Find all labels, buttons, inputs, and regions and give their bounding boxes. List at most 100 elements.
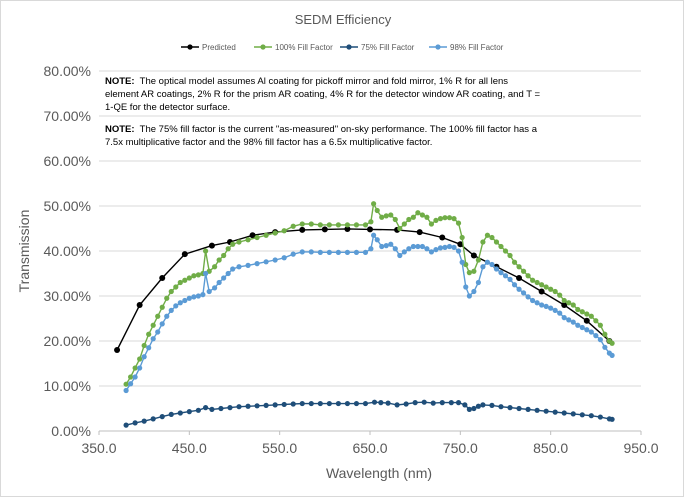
data-point	[570, 319, 576, 325]
y-tick-label: 40.00%	[44, 243, 91, 259]
data-point	[575, 306, 581, 313]
data-point	[609, 352, 615, 358]
data-point	[416, 229, 423, 236]
data-point	[543, 284, 549, 290]
data-point	[374, 207, 380, 214]
data-point	[430, 400, 436, 406]
data-point	[442, 244, 448, 250]
data-point	[136, 302, 143, 308]
data-point	[459, 259, 465, 265]
x-tick-labels: 350.0 450.0 550.0 650.0 750.0 850.0 950.0	[81, 440, 658, 456]
data-point	[308, 221, 314, 227]
notes-annotation: NOTE: The optical model assumes Al coati…	[105, 75, 543, 158]
data-point	[321, 226, 328, 233]
data-point	[212, 264, 218, 270]
data-point	[344, 225, 351, 232]
data-point	[410, 214, 416, 220]
data-point	[493, 266, 500, 272]
data-point	[186, 275, 192, 281]
data-point	[123, 381, 129, 387]
data-point	[245, 237, 251, 243]
data-point	[344, 222, 351, 228]
data-point	[507, 252, 513, 259]
data-point	[141, 342, 147, 349]
data-point	[419, 243, 425, 250]
data-point	[561, 297, 567, 304]
data-point	[128, 374, 134, 380]
data-point	[525, 294, 531, 300]
y-tick-label: 0.00%	[51, 423, 91, 439]
data-point	[317, 400, 323, 407]
data-point	[388, 241, 394, 247]
data-point	[317, 222, 323, 228]
data-point	[335, 222, 341, 228]
data-point	[455, 248, 462, 254]
data-point	[290, 251, 296, 257]
legend-label: 75% Fill Factor	[361, 43, 415, 52]
data-point	[212, 285, 218, 291]
data-point	[442, 215, 448, 221]
data-point	[230, 266, 236, 272]
data-point	[412, 400, 418, 406]
data-point	[516, 275, 523, 281]
legend-entry: 98% Fill Factor	[429, 43, 504, 52]
data-point	[344, 249, 351, 255]
data-point	[489, 261, 495, 268]
y-tick-label: 20.00%	[44, 333, 91, 349]
data-point	[602, 344, 608, 350]
data-point	[181, 251, 188, 258]
data-point	[150, 322, 156, 328]
data-point	[534, 300, 540, 306]
data-point	[552, 307, 558, 313]
legend-entry: 100% Fill Factor	[254, 43, 333, 52]
data-point	[362, 249, 369, 255]
data-point	[507, 405, 513, 411]
data-point	[530, 277, 536, 283]
data-point	[317, 249, 323, 255]
data-point	[439, 234, 446, 241]
data-point	[538, 288, 545, 295]
series-layer	[114, 201, 615, 428]
data-point	[424, 214, 430, 220]
data-point	[335, 249, 341, 255]
y-tick-label: 80.00%	[44, 63, 91, 79]
data-point	[561, 315, 567, 321]
data-point	[272, 230, 278, 236]
data-point	[254, 234, 260, 241]
data-point	[191, 294, 197, 300]
data-point	[230, 241, 236, 247]
data-point	[516, 286, 522, 292]
data-point	[593, 333, 599, 339]
data-point	[421, 399, 427, 405]
data-point	[433, 247, 439, 253]
data-point	[186, 295, 192, 301]
series-2	[123, 201, 615, 387]
data-point	[200, 292, 206, 298]
x-tick-label: 450.0	[172, 440, 207, 456]
data-point	[609, 340, 615, 346]
data-point	[367, 226, 373, 233]
data-point	[451, 244, 457, 250]
data-point	[195, 407, 201, 413]
data-point	[374, 237, 380, 243]
data-point	[520, 268, 527, 274]
data-point	[539, 282, 545, 288]
data-point	[539, 302, 545, 308]
data-point	[132, 420, 138, 426]
data-point	[602, 331, 608, 337]
data-point	[368, 219, 374, 225]
data-point	[511, 259, 518, 265]
data-point	[583, 317, 590, 324]
data-point	[221, 252, 227, 259]
data-point	[150, 336, 156, 342]
data-point	[397, 252, 403, 259]
note-2: NOTE: The 75% fill factor is the current…	[105, 123, 543, 149]
data-point	[446, 243, 453, 250]
data-point	[597, 322, 603, 328]
data-point	[208, 242, 215, 249]
data-point	[263, 259, 269, 265]
data-point	[159, 275, 166, 281]
data-point	[177, 410, 183, 416]
series-line	[125, 401, 613, 426]
